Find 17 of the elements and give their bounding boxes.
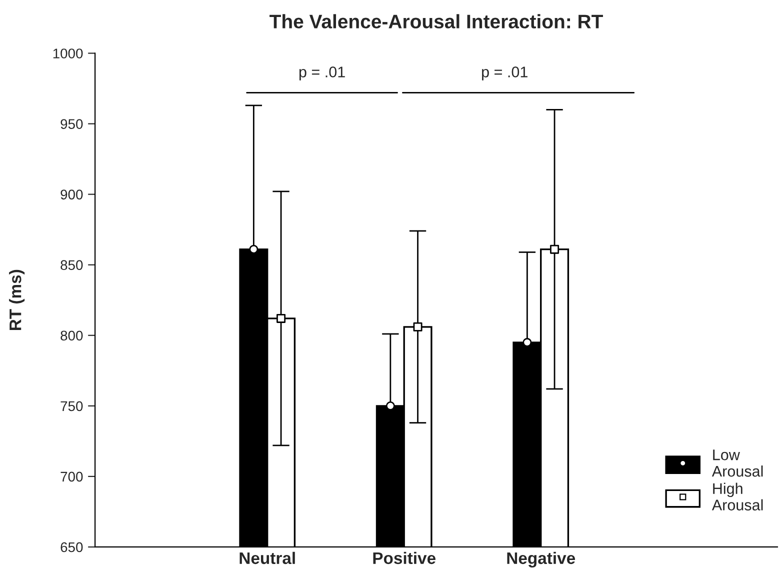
annotation: p = .01 [299, 66, 345, 80]
x-tick-label: Positive [373, 552, 436, 564]
y-tick-label: 750 [60, 401, 83, 412]
y-tick-label: 900 [60, 190, 83, 200]
legend-label: Low Arousal [712, 450, 763, 477]
x-tick-label: Negative [507, 552, 576, 568]
chart-title: The Valence-Arousal Interaction: RT [270, 14, 603, 28]
y-tick-label: 950 [60, 119, 83, 129]
y-tick-label: 1000 [53, 48, 83, 58]
y-tick-label: 850 [60, 260, 83, 270]
annotation: p = .01 [482, 66, 528, 80]
y-axis-title: RT (ms) [9, 270, 25, 330]
y-tick-label: 700 [60, 472, 83, 482]
x-tick-label: Neutral [240, 552, 295, 564]
y-tick-label: 650 [60, 542, 83, 552]
y-tick-label: 800 [60, 330, 83, 341]
legend-label: High Arousal [712, 482, 763, 510]
